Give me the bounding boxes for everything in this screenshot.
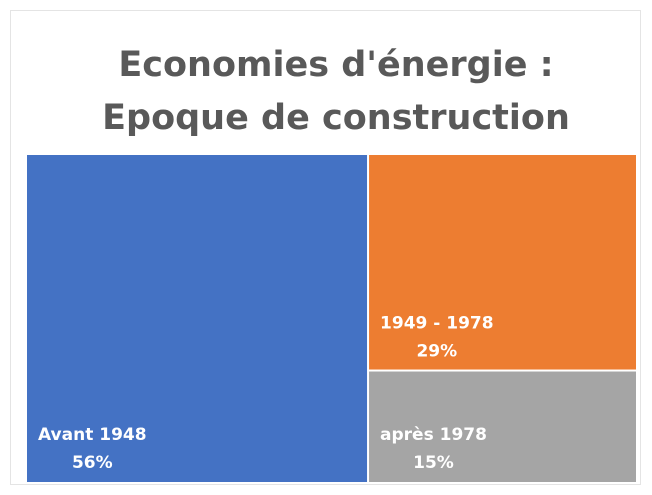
chart-title: Economies d'énergie : — [118, 45, 553, 85]
cell-value-label: 56% — [72, 453, 113, 473]
treemap-cell — [27, 155, 368, 482]
cell-label: Avant 1948 — [38, 425, 147, 445]
cell-value-label: 29% — [416, 342, 457, 362]
cell-value-label: 15% — [413, 453, 454, 473]
cell-label: après 1978 — [380, 425, 487, 445]
chart-title: Epoque de construction — [102, 98, 570, 138]
treemap-cell — [369, 155, 636, 370]
cell-label: 1949 - 1978 — [380, 314, 494, 334]
treemap-cell — [369, 371, 636, 482]
